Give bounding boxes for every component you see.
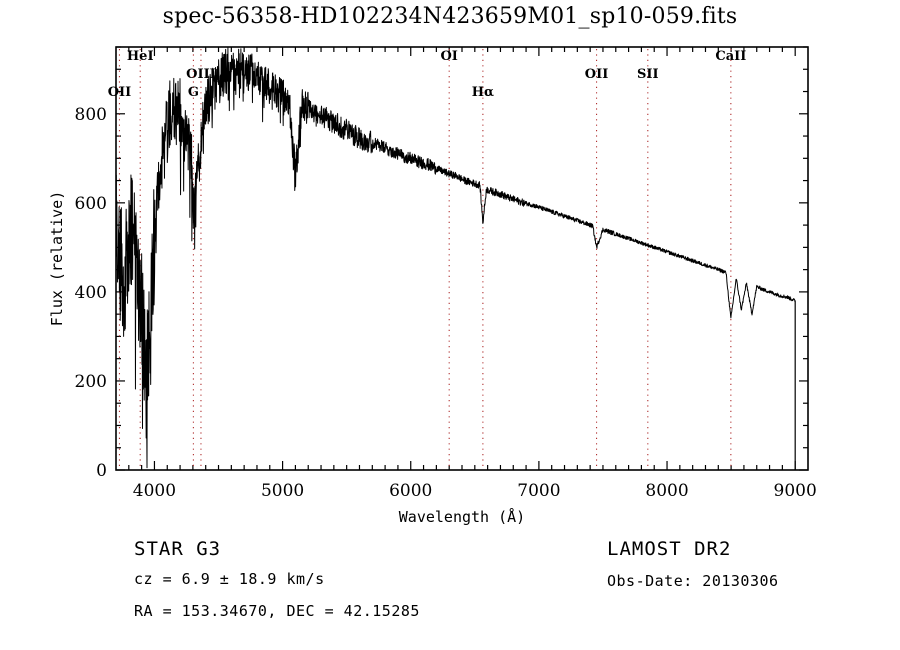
redshift-velocity-label: cz = 6.9 ± 18.9 km/s — [134, 570, 325, 588]
spectrum-trace — [115, 47, 796, 469]
x-tick-label: 5000 — [261, 481, 304, 501]
plot-frame — [115, 46, 809, 471]
y-axis-title: Flux (relative) — [48, 191, 66, 326]
spectral-line-label: OII — [585, 67, 609, 82]
y-tick-label: 400 — [75, 283, 107, 303]
y-tick-label: 0 — [96, 461, 107, 481]
y-tick-label: 200 — [75, 372, 107, 392]
spectral-line-label: SII — [637, 67, 659, 82]
x-tick-label: 7000 — [517, 481, 560, 501]
x-tick-label: 8000 — [645, 481, 688, 501]
y-tick-label: 600 — [75, 194, 107, 214]
spectral-line-label: G — [188, 85, 199, 100]
object-class-label: STAR G3 — [134, 538, 222, 560]
spectral-line-label: OII — [108, 85, 132, 100]
spectral-line-label: OIII — [186, 67, 216, 82]
spectral-line-label: Hα — [472, 85, 494, 100]
page-title: spec-56358-HD102234N423659M01_sp10-059.f… — [162, 4, 738, 29]
spectral-line-label: CaII — [715, 49, 746, 64]
obs-date-label: Obs-Date: 20130306 — [607, 572, 779, 590]
spectral-line-label: HeI — [127, 49, 154, 64]
spectrum-plot: 4000 5000 6000 7000 8000 9000 0 200 400 600 800 Wav… — [48, 46, 817, 526]
x-tick-label: 6000 — [389, 481, 432, 501]
spectrum-svg: 4000 5000 6000 7000 8000 9000 0 200 400 600 800 Wav… — [48, 46, 817, 526]
spectral-line-label: OI — [440, 49, 457, 64]
x-axis-title: Wavelength (Å) — [399, 507, 525, 526]
y-tick-label: 800 — [75, 105, 107, 125]
x-tick-label: 4000 — [133, 481, 176, 501]
coordinates-label: RA = 153.34670, DEC = 42.15285 — [134, 602, 420, 620]
x-tick-label: 9000 — [774, 481, 817, 501]
survey-label: LAMOST DR2 — [607, 538, 732, 560]
